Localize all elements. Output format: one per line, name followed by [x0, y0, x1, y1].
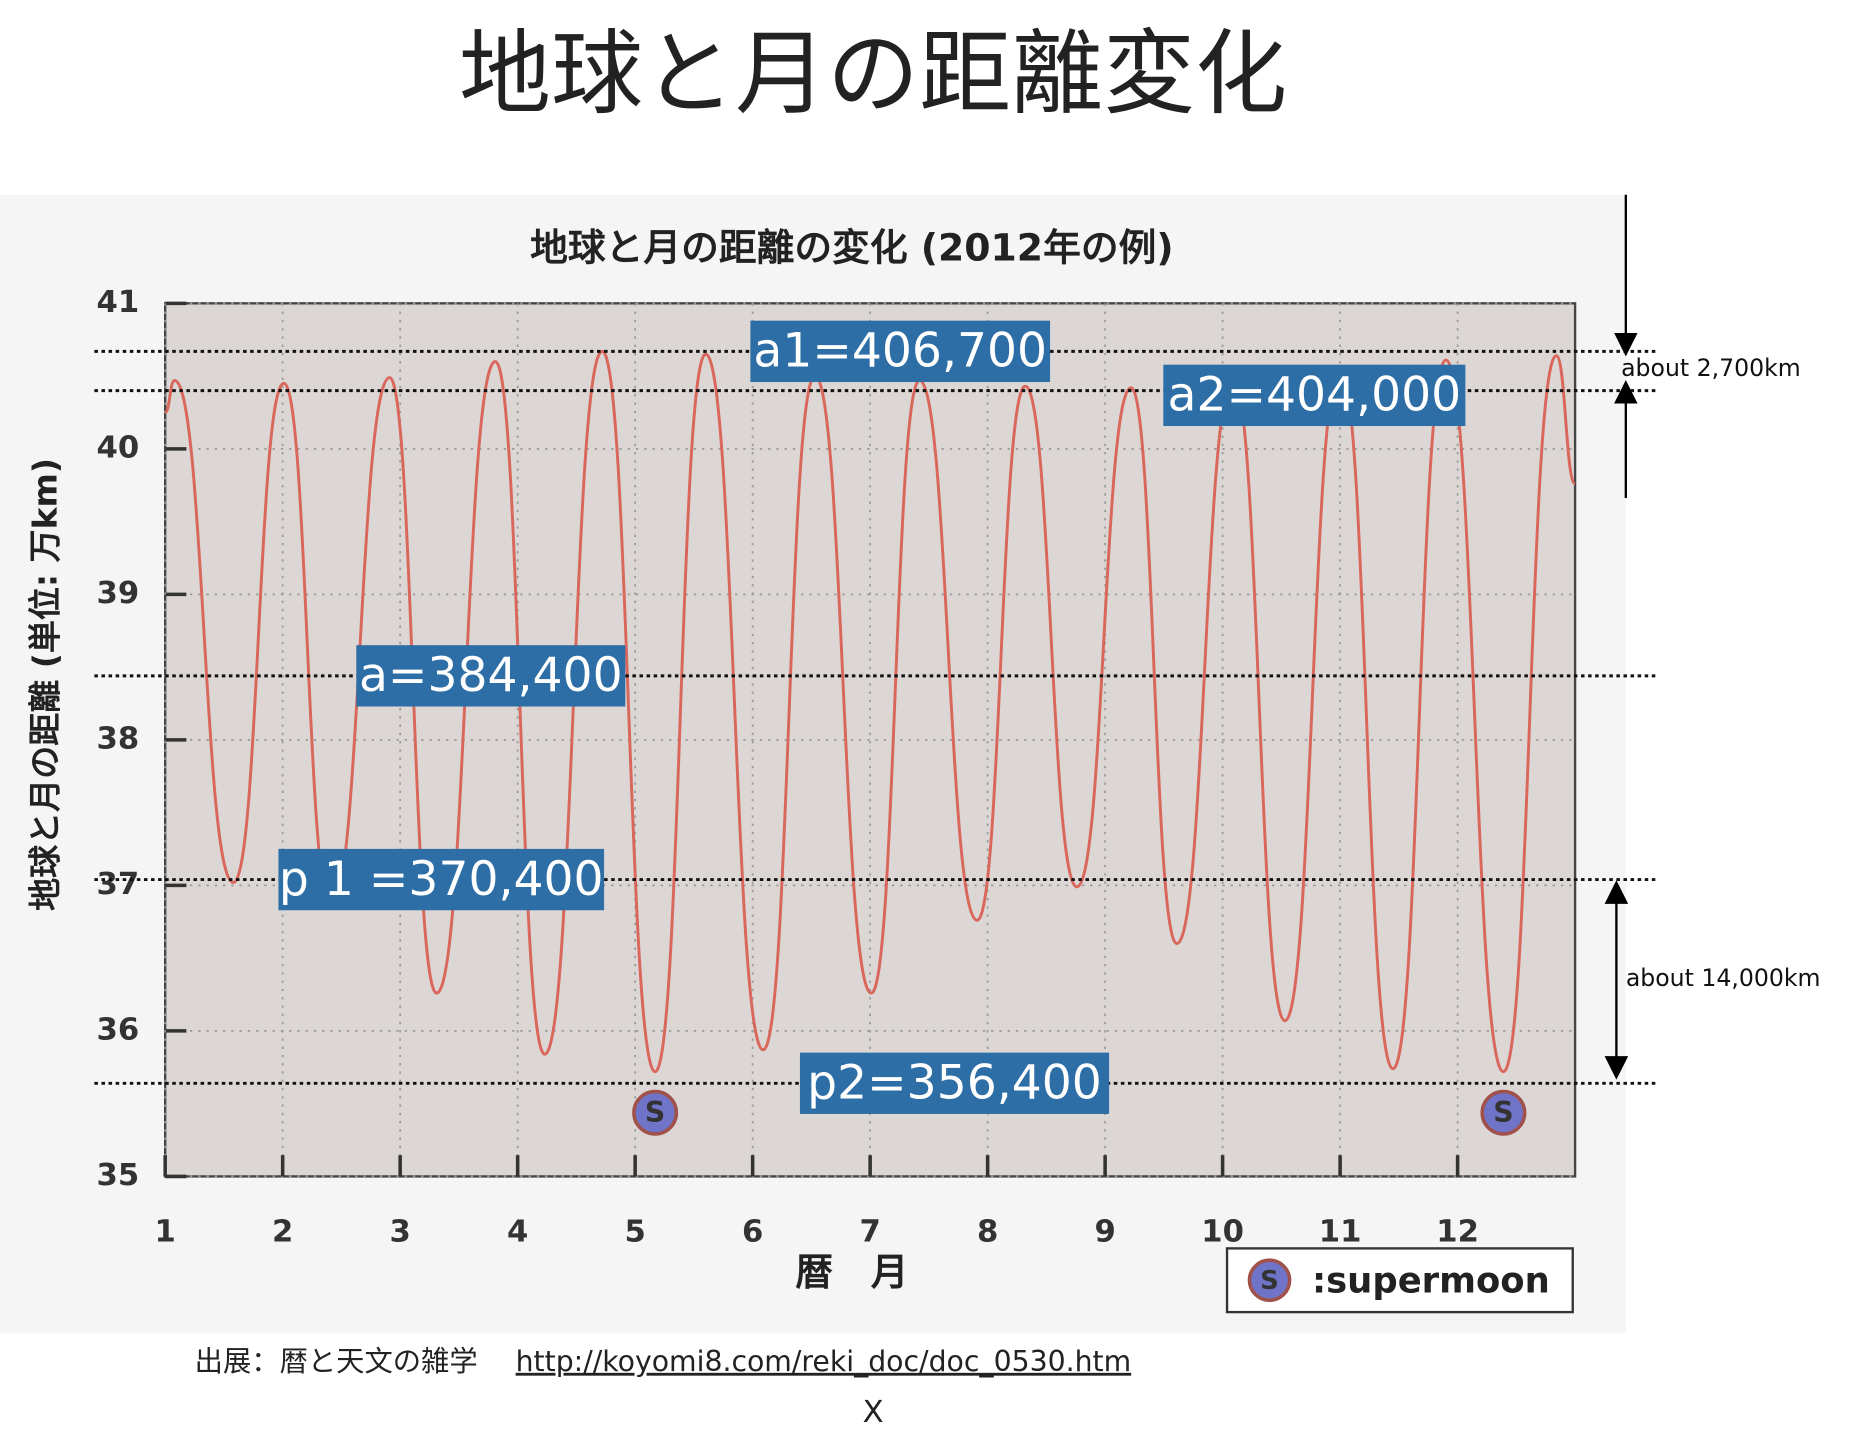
legend-label: :supermoon	[1312, 1261, 1550, 1302]
x-tick-label: 1	[155, 1215, 176, 1250]
x-tick-label: 8	[977, 1215, 998, 1250]
legend-symbol-text: S	[1260, 1266, 1279, 1296]
supermoon-symbol: S	[645, 1096, 665, 1129]
y-tick-label: 41	[97, 285, 140, 320]
supermoon-marker	[632, 1089, 679, 1136]
x-tick-label: 6	[742, 1215, 763, 1250]
chart-title: 地球と月の距離の変化 (2012年の例)	[530, 226, 1173, 270]
x-tick-label: 2	[272, 1215, 293, 1250]
reference-label: p 1 =370,400	[279, 852, 604, 907]
x-tick-label: 9	[1094, 1215, 1115, 1250]
source-text: 出展：暦と天文の雑学	[195, 1345, 478, 1378]
difference-note: about 14,000km	[1626, 964, 1821, 992]
x-tick-label: 5	[624, 1215, 645, 1250]
slide-title: 地球と月の距離変化	[459, 21, 1287, 128]
reference-label-box	[750, 320, 1051, 383]
source-link[interactable]: http://koyomi8.com/reki_doc/doc_0530.htm	[516, 1345, 1132, 1378]
x-tick-label: 10	[1201, 1215, 1244, 1250]
reference-label: a1=406,700	[753, 324, 1047, 379]
reference-label-box	[1163, 364, 1466, 427]
supermoon-symbol: S	[1493, 1096, 1513, 1129]
data-line	[163, 349, 1577, 1074]
x-tick-label: 11	[1319, 1215, 1362, 1250]
y-tick-label: 38	[97, 721, 140, 756]
difference-note: about 2,700km	[1621, 354, 1801, 382]
y-axis-label: 地球と月の距離 (単位: 万km)	[26, 458, 65, 911]
x-tick-label: 3	[389, 1215, 410, 1250]
supermoon-marker	[1480, 1089, 1527, 1136]
x-tick-label: 12	[1436, 1215, 1479, 1250]
reference-label: p2=356,400	[807, 1056, 1102, 1111]
y-tick-label: 36	[97, 1012, 140, 1047]
y-tick-label: 37	[97, 867, 140, 902]
reference-label-box	[356, 645, 626, 707]
reference-label: a=384,400	[359, 648, 623, 703]
x-tick-label: 7	[859, 1215, 880, 1250]
footer-mark: X	[863, 1395, 884, 1430]
legend-symbol	[1247, 1258, 1292, 1303]
reference-label: a2=404,000	[1168, 368, 1462, 423]
reference-label-box	[799, 1052, 1110, 1114]
reference-label-box	[278, 848, 605, 911]
x-tick-label: 4	[507, 1215, 528, 1250]
y-tick-label: 35	[97, 1158, 140, 1193]
x-axis-label: 暦 月	[795, 1250, 908, 1294]
y-tick-label: 40	[97, 430, 140, 465]
y-tick-label: 39	[97, 576, 140, 611]
